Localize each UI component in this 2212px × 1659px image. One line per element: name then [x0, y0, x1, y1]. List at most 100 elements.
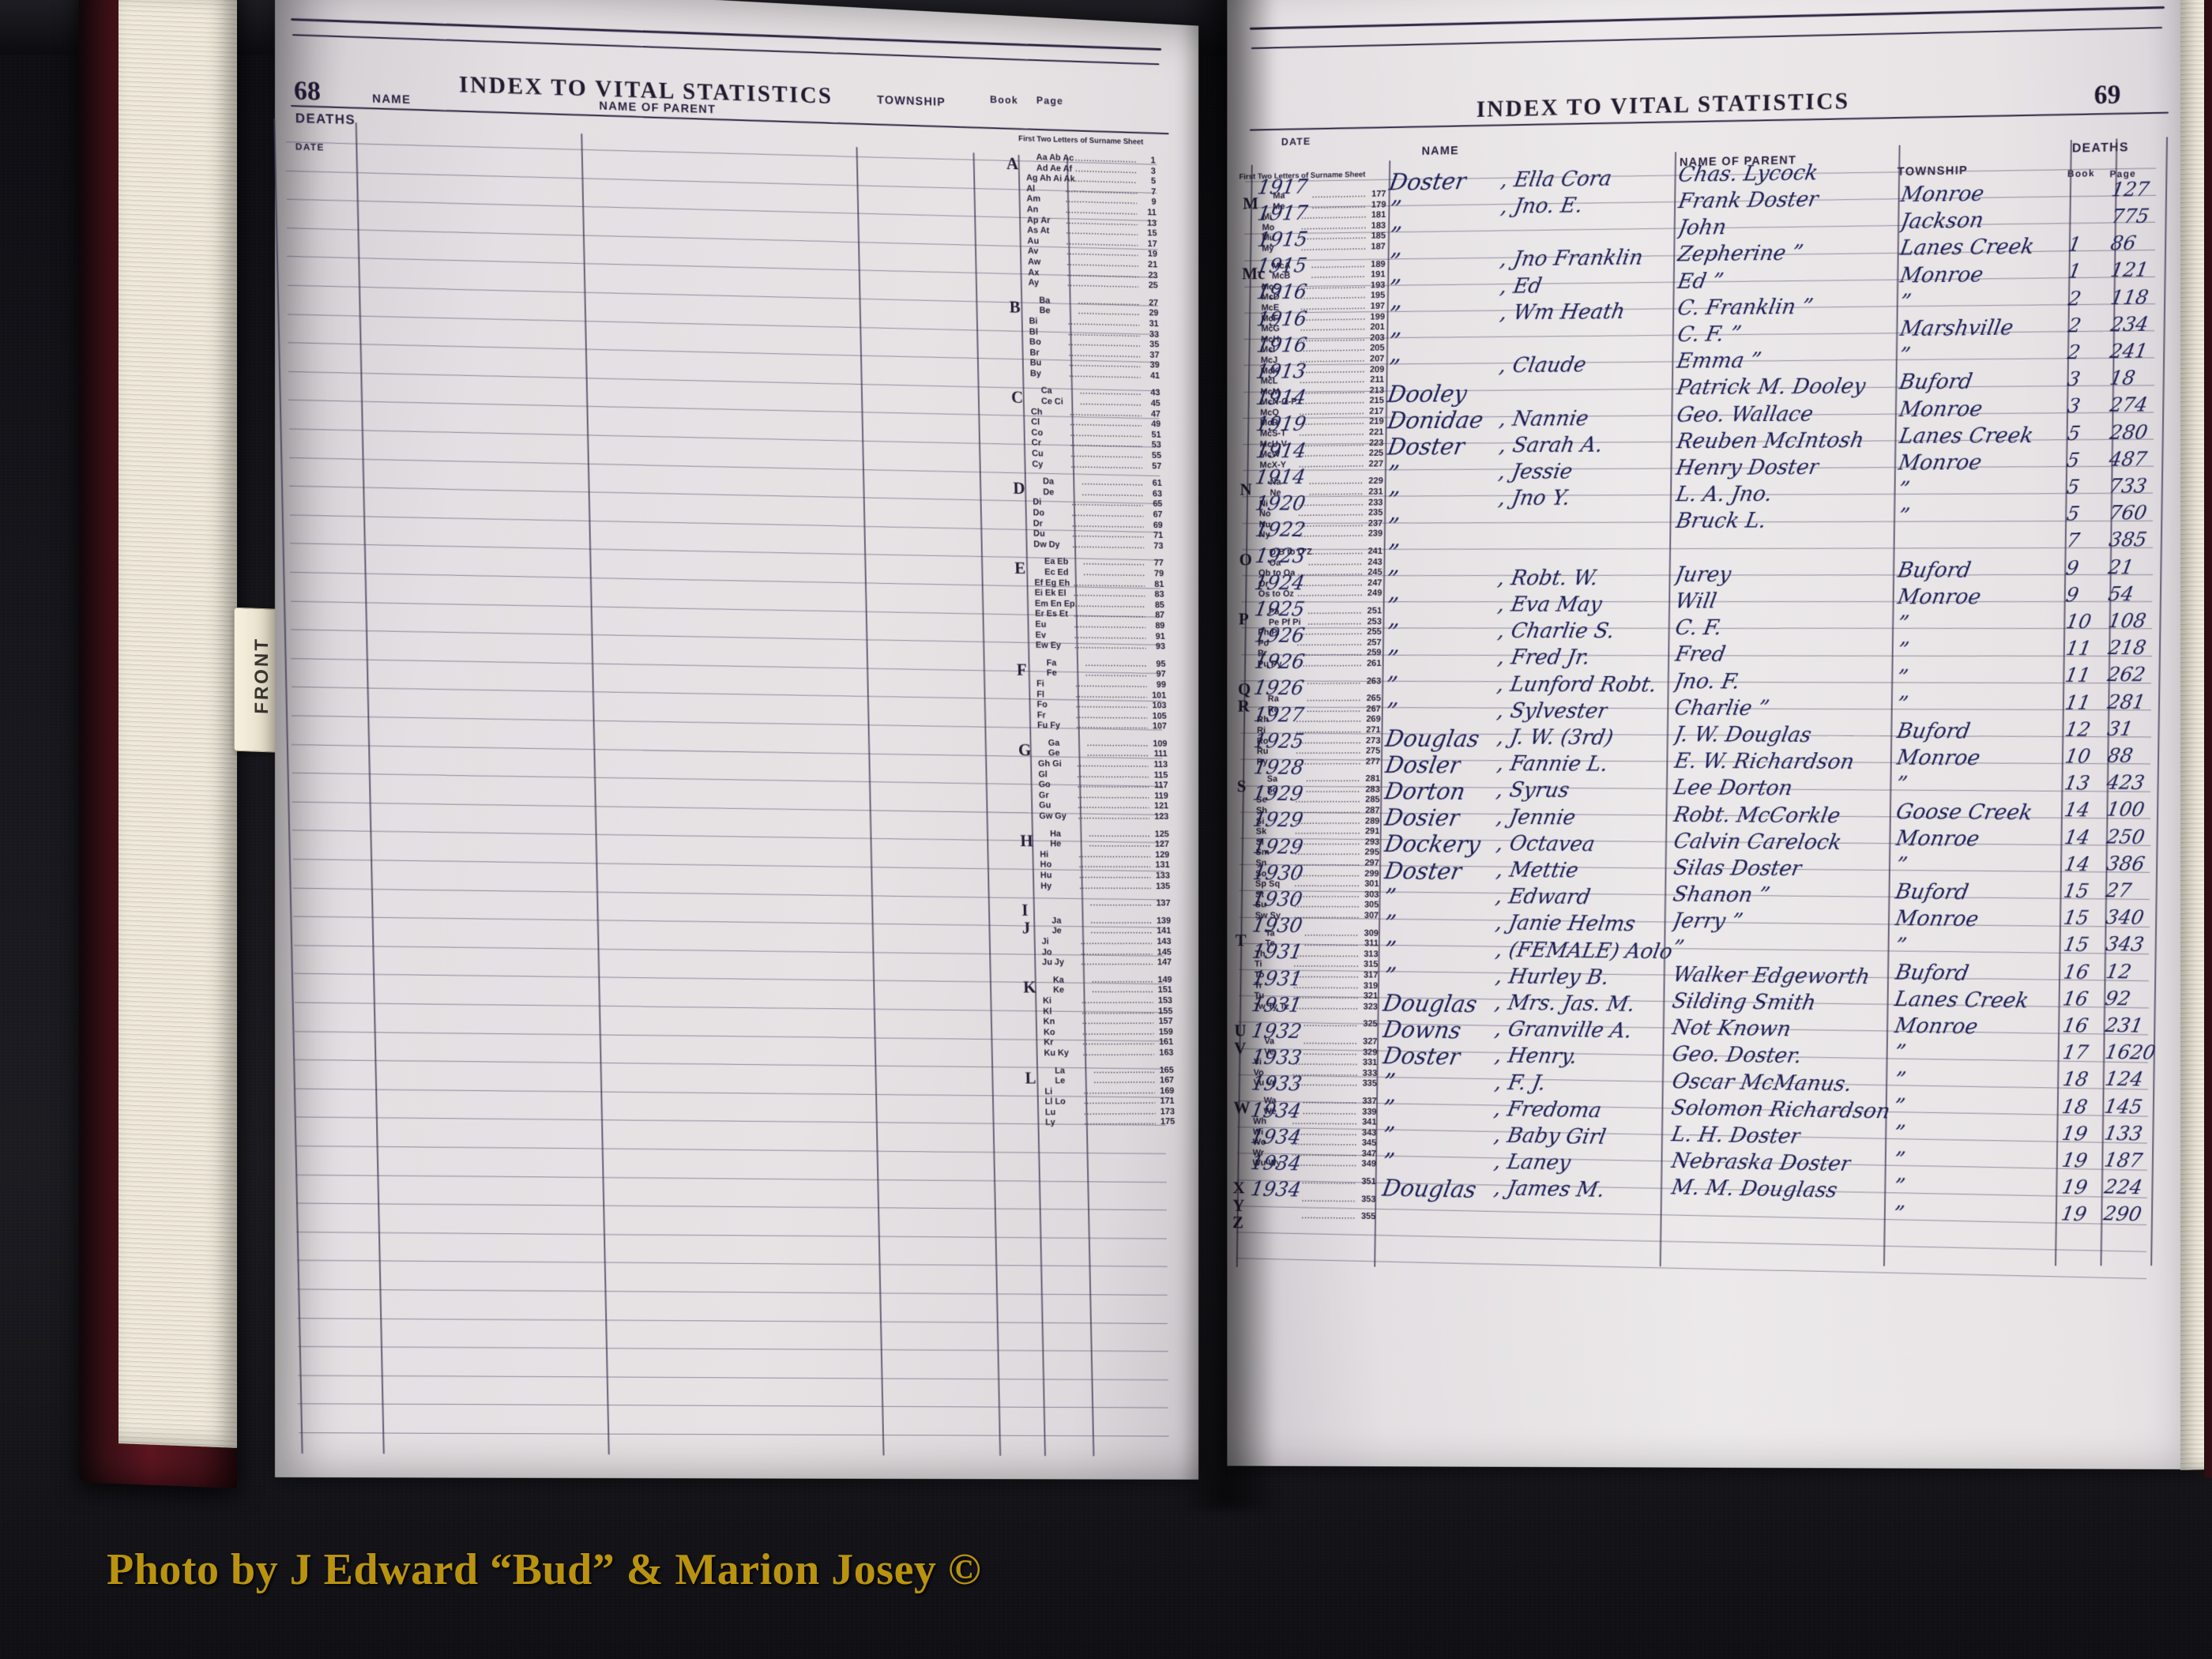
ledger-entry-parent: Chas. Lycock — [1676, 160, 1820, 187]
ledger-entry-page: 21 — [2106, 555, 2136, 578]
index-entry-label: Hu — [1040, 871, 1052, 881]
index-entry-sheet: 301 — [1364, 879, 1379, 890]
index-entry[interactable]: Hi......................................… — [1021, 850, 1170, 861]
index-entry-sheet: 211 — [1370, 374, 1385, 385]
index-entry-sheet: 79 — [1153, 569, 1164, 579]
index-entry-label: Ch — [1030, 407, 1043, 417]
ledger-entry-township: Monroe — [1898, 261, 1985, 288]
index-entry-sheet: 115 — [1153, 770, 1168, 781]
index-leader-dots: ........................................ — [1070, 461, 1143, 472]
index-entry[interactable]: Ku Ky...................................… — [1025, 1048, 1174, 1059]
index-entry[interactable]: Hu......................................… — [1021, 871, 1170, 882]
front-tab-label: FRONT — [251, 636, 273, 715]
index-entry-sheet: 251 — [1367, 606, 1382, 616]
index-entry[interactable]: Gu......................................… — [1019, 801, 1168, 812]
index-entry-sheet: 17 — [1147, 239, 1157, 249]
index-entry-sheet: 157 — [1158, 1017, 1173, 1026]
index-entry[interactable]: Dw Dy...................................… — [1014, 540, 1164, 552]
ledger-entry-township: Monroe — [1894, 746, 1982, 771]
index-leader-dots: ........................................ — [1093, 1076, 1155, 1085]
ledger-entry-parent: M. M. Douglass — [1668, 1176, 1839, 1203]
index-entry[interactable]: Ko......................................… — [1024, 1027, 1173, 1038]
index-entry-label: Ef Eg Eh — [1034, 577, 1070, 588]
index-entry[interactable]: Ga......................................… — [1018, 739, 1168, 750]
alphabet-index-left[interactable]: A Aa Ab Ac...............................… — [1006, 152, 1176, 1135]
page-title-right: INDEX TO VITAL STATISTICS — [1476, 88, 1850, 122]
ledger-entry-page: 121 — [2109, 258, 2150, 282]
index-entry[interactable]: Ge......................................… — [1018, 749, 1168, 760]
index-entry[interactable]: Ki......................................… — [1023, 996, 1172, 1007]
index-entry[interactable]: Ju Jy...................................… — [1022, 958, 1172, 969]
index-entry[interactable]: Ha......................................… — [1020, 829, 1169, 840]
index-entry[interactable]: Gr......................................… — [1019, 791, 1168, 802]
ledger-entry-parent: Will — [1673, 589, 1719, 614]
ledger-entry-given: , Jno Y. — [1496, 486, 1572, 511]
ledger-entry-township: Buford — [1894, 719, 1973, 744]
ledger-rule — [298, 1432, 1169, 1437]
index-leader-dots: ........................................ — [1304, 929, 1360, 939]
index-leader-dots: ........................................ — [1299, 438, 1364, 449]
ledger-entry-page: 108 — [2106, 609, 2148, 633]
ledger-entry-book: 9 — [2064, 555, 2081, 579]
index-entry[interactable]: Cy......................................… — [1013, 459, 1162, 472]
index-leader-dots: ........................................ — [1296, 638, 1362, 648]
ledger-entry-page: 262 — [2105, 663, 2148, 687]
index-entry[interactable]: Li......................................… — [1025, 1086, 1175, 1097]
ledger-entry-book: 14 — [2062, 852, 2092, 876]
index-entry-sheet: 339 — [1362, 1107, 1377, 1117]
ledger-entry-township: ” — [1891, 1121, 1907, 1146]
index-entry-sheet: 223 — [1368, 438, 1384, 448]
ledger-entry-page: 775 — [2109, 204, 2151, 228]
index-entry[interactable]: Ji......................................… — [1022, 937, 1172, 947]
index-entry[interactable]: La......................................… — [1025, 1066, 1174, 1077]
index-entry[interactable]: Jo......................................… — [1022, 947, 1172, 957]
index-entry[interactable]: Fu Fy...................................… — [1018, 721, 1167, 733]
index-entry[interactable]: Gl......................................… — [1019, 769, 1168, 781]
index-entry-sheet: 31 — [1149, 318, 1159, 329]
ledger-entry-township: Lanes Creek — [1892, 987, 2031, 1014]
index-entry[interactable]: ........................................… — [1021, 899, 1171, 909]
ledger-rule — [295, 1202, 1167, 1211]
index-leader-dots: ........................................ — [1300, 280, 1366, 292]
index-entry[interactable]: Kl......................................… — [1024, 1006, 1173, 1018]
index-entry[interactable]: Kn......................................… — [1024, 1017, 1173, 1028]
index-entry-sheet: 345 — [1361, 1138, 1377, 1149]
index-entry[interactable]: Hy......................................… — [1021, 882, 1170, 893]
ledger-rule — [296, 1260, 1168, 1268]
index-leader-dots: ........................................ — [1303, 1097, 1357, 1107]
index-entry-sheet: 201 — [1370, 322, 1385, 333]
index-leader-dots: ........................................ — [1082, 1006, 1154, 1016]
index-entry-label: Fr — [1036, 710, 1046, 720]
index-entry-sheet: 173 — [1160, 1107, 1175, 1117]
index-entry[interactable]: Ka......................................… — [1023, 975, 1172, 986]
ledger-entry-surname: Doster — [1386, 168, 1469, 197]
index-entry[interactable]: Ja......................................… — [1021, 916, 1171, 927]
index-leader-dots: ........................................ — [1299, 396, 1365, 407]
index-entry[interactable]: Gh Gi...................................… — [1018, 759, 1168, 770]
index-entry[interactable]: Je......................................… — [1022, 927, 1172, 937]
index-entry[interactable]: Ke......................................… — [1023, 986, 1172, 997]
ledger-entry-book: 15 — [2062, 878, 2091, 903]
index-entry[interactable]: Go......................................… — [1019, 781, 1168, 792]
ledger-entry-book: 5 — [2064, 502, 2082, 525]
index-entry[interactable]: Gw Gy...................................… — [1020, 811, 1169, 822]
index-entry[interactable]: By......................................… — [1010, 368, 1160, 382]
index-leader-dots: ........................................ — [1306, 775, 1361, 784]
ledger-entry-parent: Lee Dorton — [1672, 776, 1795, 801]
index-entry[interactable]: Lu......................................… — [1025, 1107, 1175, 1118]
index-entry[interactable]: Fr......................................… — [1018, 710, 1167, 722]
index-entry-sheet: 253 — [1367, 616, 1382, 626]
ledger-entry-page: 127 — [2109, 177, 2151, 201]
ledger-entry-given: , Henry. — [1492, 1044, 1579, 1070]
index-entry-label: Li — [1044, 1086, 1053, 1097]
index-entry[interactable]: Ho......................................… — [1021, 860, 1170, 871]
index-entry-sheet: 193 — [1370, 280, 1386, 291]
index-entry[interactable]: He......................................… — [1020, 840, 1169, 851]
index-entry[interactable]: Ly......................................… — [1026, 1118, 1176, 1129]
index-entry[interactable]: Kr......................................… — [1025, 1038, 1174, 1049]
index-entry[interactable]: Le......................................… — [1025, 1076, 1175, 1087]
ledger-entry-parent: C. F. ” — [1675, 322, 1744, 348]
index-entry[interactable]: Ew Ey...................................… — [1016, 641, 1165, 653]
index-entry-sheet: 227 — [1368, 459, 1384, 469]
index-entry[interactable]: Ll Lo...................................… — [1025, 1097, 1175, 1108]
